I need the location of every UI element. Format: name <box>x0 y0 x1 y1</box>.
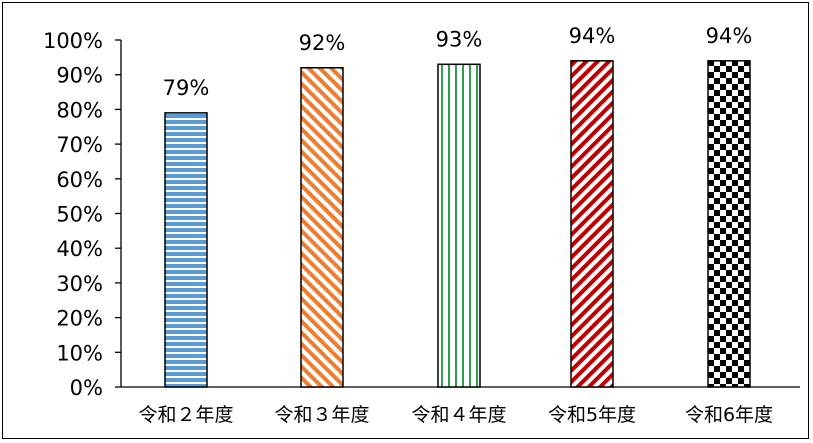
y-tick-label: 0% <box>70 376 103 400</box>
data-label: 79% <box>163 76 210 100</box>
y-tick-label: 20% <box>56 307 103 331</box>
y-tick-label: 90% <box>56 64 103 88</box>
y-tick-label: 70% <box>56 133 103 157</box>
y-tick-label: 80% <box>56 98 103 122</box>
category-label: 令和２年度 <box>138 404 233 426</box>
category-label: 令和３年度 <box>274 404 369 426</box>
category-label: 令和４年度 <box>411 404 506 426</box>
bar <box>570 60 614 388</box>
data-label: 94% <box>706 24 753 48</box>
y-tick-label: 40% <box>56 237 103 261</box>
y-tick-label: 60% <box>56 168 103 192</box>
plot-area: 0% 10% 20% 30% 40% 50% 60% 70% 80% 90% 100% 79% 令和２年… <box>43 24 800 426</box>
y-tick-label: 100% <box>43 29 103 53</box>
category-label: 令和6年度 <box>685 404 773 426</box>
category-label: 令和5年度 <box>548 404 636 426</box>
bar <box>300 67 344 388</box>
data-label: 94% <box>569 24 616 48</box>
data-label: 93% <box>436 27 483 51</box>
bar <box>437 63 481 388</box>
bar <box>707 60 751 388</box>
data-label: 92% <box>299 31 346 55</box>
y-tick-label: 30% <box>56 272 103 296</box>
chart-frame <box>2 2 809 439</box>
bar <box>164 112 208 388</box>
y-tick-label: 10% <box>56 341 103 365</box>
y-tick-label: 50% <box>56 203 103 227</box>
